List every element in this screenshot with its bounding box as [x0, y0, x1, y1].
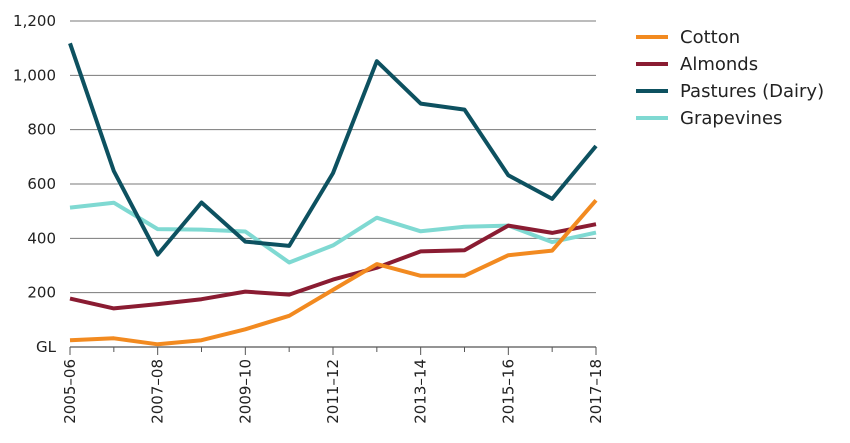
series-line-pastures-dairy	[68, 42, 598, 257]
legend: Cotton Almonds Pastures (Dairy) Grapevines	[636, 27, 824, 129]
x-tick-label: 2007–08	[149, 359, 167, 424]
x-tick-label: 2013–14	[412, 359, 430, 424]
legend-label-cotton: Cotton	[680, 27, 740, 48]
gridlines	[70, 20, 596, 294]
legend-label-pastures-dairy: Pastures (Dairy)	[680, 81, 824, 102]
series-lines	[68, 42, 598, 347]
series-line-almonds	[69, 222, 597, 311]
axes	[69, 346, 597, 355]
y-tick-label: 1,000	[13, 66, 56, 84]
y-unit-label: GL	[36, 338, 57, 356]
y-tick-label: 800	[27, 121, 56, 139]
x-tick-label: 2009–10	[236, 359, 254, 424]
y-tick-label: 200	[27, 284, 56, 302]
series-line-cotton	[69, 198, 598, 347]
x-tick-label: 2011–12	[324, 359, 342, 424]
y-tick-label: 400	[27, 229, 56, 247]
x-tick-label: 2015–16	[499, 359, 517, 424]
y-tick-label: 600	[27, 175, 56, 193]
legend-label-almonds: Almonds	[680, 54, 758, 75]
legend-label-grapevines: Grapevines	[680, 108, 782, 129]
y-tick-label: 1,200	[13, 12, 56, 30]
x-tick-label: 2017–18	[587, 359, 605, 424]
x-tick-label: 2005–06	[61, 359, 79, 424]
